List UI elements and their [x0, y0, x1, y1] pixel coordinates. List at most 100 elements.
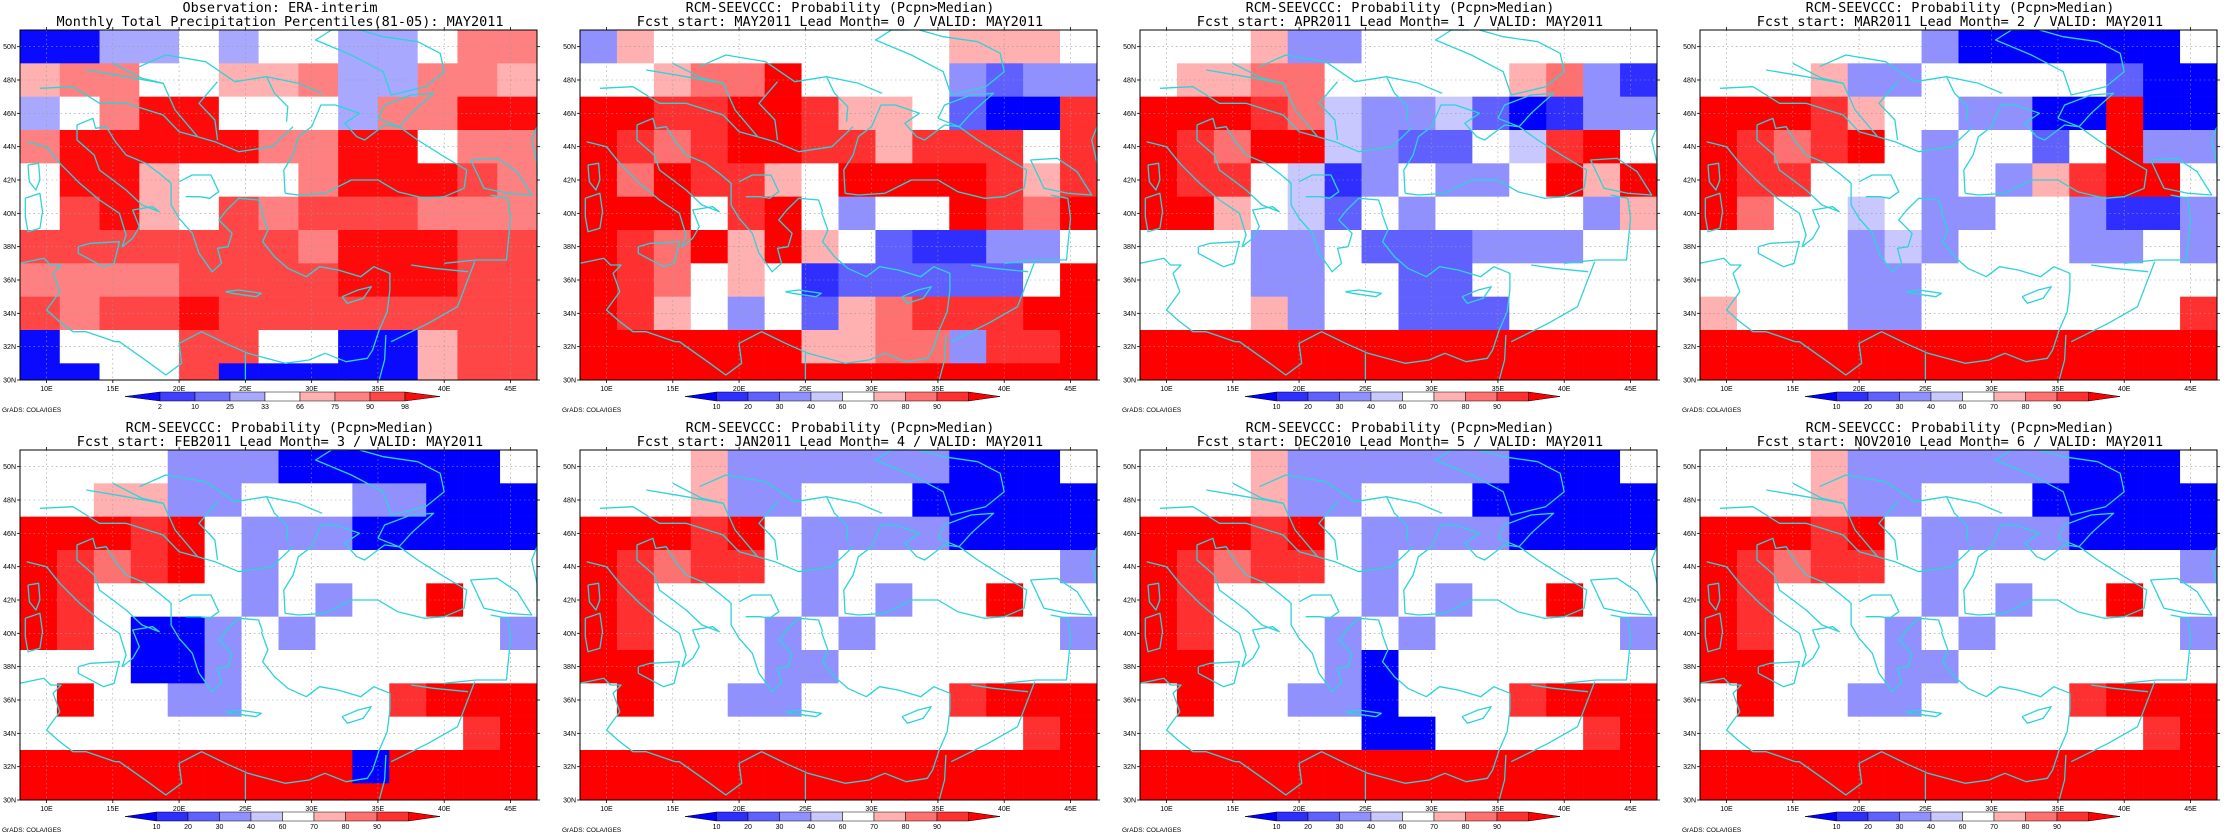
heatmap-cell [1958, 130, 1996, 164]
coastline [1704, 612, 1724, 653]
heatmap-cell [457, 96, 498, 131]
lat-tick-label: 34N [563, 731, 576, 738]
heatmap-cell [338, 363, 379, 381]
heatmap-cell [258, 330, 299, 364]
heatmap-cell [875, 616, 913, 651]
colorbar-segment [779, 391, 812, 402]
coastline [1497, 92, 1555, 128]
heatmap-cell [315, 583, 353, 617]
coastlines [19, 449, 538, 801]
heatmap-cell [1810, 330, 1849, 364]
lat-tick-label: 46N [1683, 111, 1696, 118]
coastline [314, 29, 445, 96]
heatmap-cell [1435, 450, 1473, 484]
heatmap-cell [1995, 330, 2033, 364]
heatmap-cell [1250, 96, 1289, 131]
heatmap-cell [1620, 550, 1658, 584]
heatmap-cell [258, 363, 299, 381]
colorbar-label: 60 [1399, 824, 1407, 831]
heatmap-cell [838, 230, 876, 264]
lon-tick-label: 20E [1853, 386, 1866, 393]
heatmap-cell [463, 583, 501, 617]
heatmap-cell [1213, 96, 1252, 131]
coastline [1197, 241, 1241, 268]
heatmap-cell [1176, 783, 1215, 801]
heatmap-cell [463, 716, 501, 751]
heatmap-cell [1995, 583, 2033, 617]
heatmap-cell [130, 650, 169, 684]
heatmap-cell [500, 783, 538, 801]
heatmap-cell [1023, 330, 1061, 364]
coastline [1994, 449, 2125, 516]
lat-tick-label: 30N [563, 798, 576, 805]
lat-tick-label: 38N [1123, 244, 1136, 251]
colorbar-segment [1930, 811, 1963, 822]
lon-tick-label: 40E [2118, 386, 2131, 393]
colorbar-segment [1899, 811, 1932, 822]
coastline [341, 286, 372, 304]
heatmap-cell [1435, 716, 1473, 751]
colorbar-segment [1307, 391, 1340, 402]
coastline [1298, 174, 1340, 199]
colorbar-segment [156, 811, 189, 822]
colorbar-segment [282, 811, 315, 822]
heatmap-cells [20, 30, 538, 381]
heatmap-cell [218, 330, 259, 364]
coastline [1510, 681, 1596, 763]
lat-tick-label: 46N [563, 111, 576, 118]
heatmap-cell [1620, 783, 1658, 801]
map-frame [579, 449, 1098, 801]
heatmap-cell [1958, 230, 1996, 264]
heatmap-cell [1023, 483, 1061, 517]
heatmap-cell [1810, 716, 1849, 751]
lat-tick-label: 38N [1683, 244, 1696, 251]
lat-tick-label: 38N [563, 664, 576, 671]
lat-tick-label: 50N [563, 464, 576, 471]
lon-tick-label: 40E [2118, 806, 2131, 813]
colorbar-segment [873, 811, 906, 822]
heatmap-cell [457, 263, 498, 297]
heatmap-cell [20, 783, 58, 801]
heatmap-cell [500, 750, 538, 784]
axis-ticks: 30N 32N 34N 36N 38N 40N 42N 44N 46N 48N 50N 10E 15E 2… [3, 27, 540, 393]
heatmap-cell [1213, 616, 1252, 651]
coastline [1259, 474, 1443, 514]
colorbar-segment [1370, 391, 1403, 402]
colorbar-segment [842, 391, 875, 402]
heatmap-cell [1620, 30, 1658, 64]
heatmap-cell [1435, 583, 1473, 617]
lon-tick-label: 30E [1425, 806, 1438, 813]
heatmap-cell [1023, 750, 1061, 784]
coastline [1719, 506, 1878, 558]
heatmap-cell [457, 30, 498, 64]
heatmap-cell [56, 783, 95, 801]
map-panel: RCM-SEEVCCC: Probability (Pcpn>Median) Fc… [1680, 420, 2240, 840]
heatmap-cell [690, 263, 729, 297]
heatmap-cell [20, 263, 61, 297]
coastline [937, 512, 995, 548]
colorbar-segment [1402, 811, 1435, 822]
colorbar: 10 20 30 40 60 70 80 90 [684, 391, 1001, 411]
lon-tick-label: 25E [239, 806, 252, 813]
heatmap-cell [690, 130, 729, 164]
coastline [390, 261, 476, 343]
axis-ticks: 30N 32N 34N 36N 38N 40N 42N 44N 46N 48N 50N 10E 15E 2… [1683, 27, 2220, 393]
heatmap-cell [93, 483, 132, 517]
lat-tick-label: 42N [1683, 178, 1696, 185]
heatmap-cell [1213, 296, 1252, 331]
heatmap-cell [130, 750, 169, 784]
heatmap-cell [653, 196, 692, 231]
heatmap-cell [1810, 616, 1849, 651]
heatmap-cell [801, 783, 839, 801]
heatmap-cell [1023, 363, 1061, 381]
heatmap-cell [580, 363, 618, 381]
heatmap-cells [20, 450, 538, 801]
lat-tick-label: 40N [1123, 631, 1136, 638]
heatmap-cell [139, 230, 180, 264]
heatmap-cell [1773, 483, 1812, 517]
heatmap-cell [2143, 783, 2181, 801]
coastline [637, 661, 681, 688]
heatmap-cell [1583, 196, 1621, 231]
heatmap-cell [1060, 516, 1098, 551]
